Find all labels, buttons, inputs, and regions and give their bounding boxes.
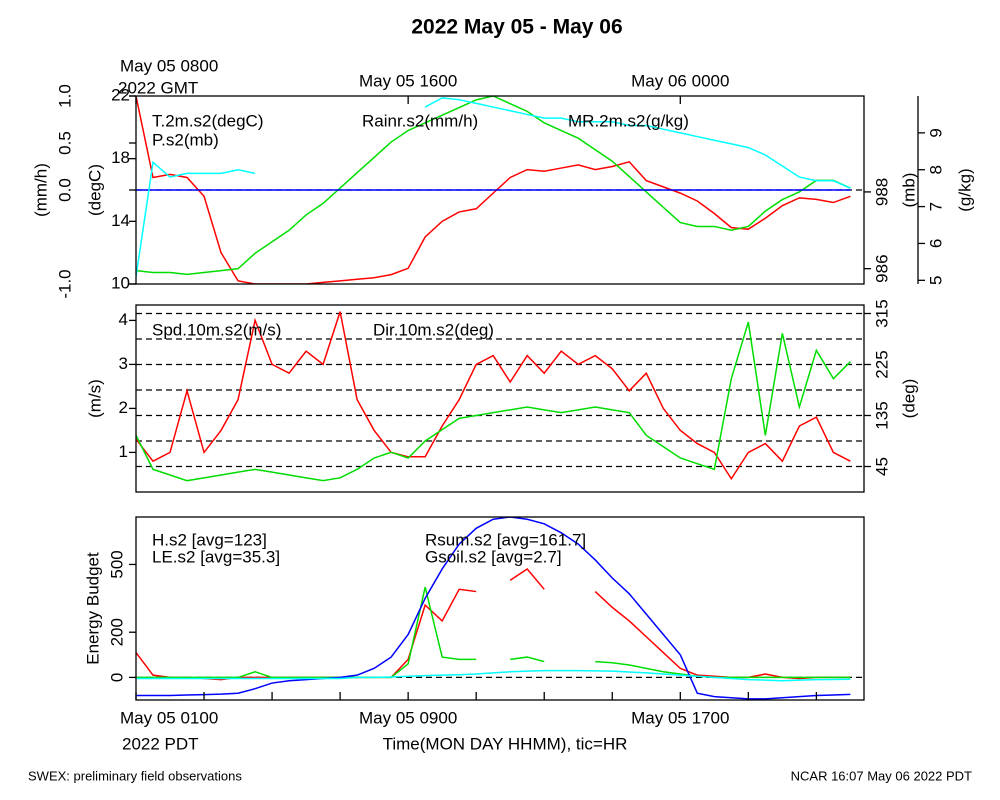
y-tick-label: 10 xyxy=(111,273,130,292)
y-axis-title: (mm/h) xyxy=(31,163,50,217)
x-tick-label: May 05 0900 xyxy=(359,708,457,727)
y-tick-label: 8 xyxy=(926,165,945,174)
y-tick-label: 225 xyxy=(872,350,891,378)
series-line xyxy=(136,669,851,682)
series-line xyxy=(136,586,851,679)
y-axis-title: Energy Budget xyxy=(83,552,102,665)
legend-label: Gsoil.s2 [avg=2.7] xyxy=(425,547,562,566)
plot-frame xyxy=(135,304,865,493)
bottom-zone-label: 2022 PDT xyxy=(122,734,199,753)
chart-title: 2022 May 05 - May 06 xyxy=(411,16,622,39)
x-tick-label: May 05 0800 xyxy=(120,56,218,75)
y-tick-label: 18 xyxy=(111,148,130,167)
x-tick-label: May 05 1700 xyxy=(631,708,729,727)
y-tick-label: 200 xyxy=(107,618,126,646)
legend-label: Spd.10m.s2(m/s) xyxy=(152,320,281,339)
y-axis-title: (degC) xyxy=(85,164,104,216)
legend-label: Rainr.s2(mm/h) xyxy=(362,111,478,130)
x-tick-label: May 05 0100 xyxy=(120,708,218,727)
legend-label: LE.s2 [avg=35.3] xyxy=(152,547,280,566)
y-tick-label: 1.0 xyxy=(55,84,74,108)
y-tick-label: 14 xyxy=(111,211,130,230)
top-zone-label: 2022 GMT xyxy=(118,78,198,97)
x-tick-label: May 06 0000 xyxy=(631,71,729,90)
y-axis-title: (deg) xyxy=(899,379,918,419)
series-line xyxy=(136,96,851,284)
footer-left: SWEX: preliminary field observations xyxy=(28,768,242,783)
y-tick-label: 315 xyxy=(872,299,891,327)
y-tick-label: 7 xyxy=(926,202,945,211)
legend-label: MR.2m.s2(g/kg) xyxy=(568,111,689,130)
y-tick-label: 5 xyxy=(926,276,945,285)
x-axis-title: Time(MON DAY HHMM), tic=HR xyxy=(383,734,628,753)
legend-label: Rsum.s2 [avg=161.7] xyxy=(425,530,586,549)
y-tick-label: 1 xyxy=(119,442,128,461)
y-tick-label: 0.5 xyxy=(55,131,74,155)
series-line xyxy=(136,97,851,277)
y-axis-title: (mb) xyxy=(899,173,918,208)
series-line xyxy=(136,567,851,681)
y-tick-label: -1.0 xyxy=(55,269,74,298)
y-tick-label: 135 xyxy=(872,401,891,429)
y-tick-label: 500 xyxy=(107,550,126,578)
x-tick-label: May 05 1600 xyxy=(359,71,457,90)
y-tick-label: 2 xyxy=(119,398,128,417)
y-tick-label: 0 xyxy=(107,673,126,682)
legend-label: Dir.10m.s2(deg) xyxy=(373,320,494,339)
y-tick-label: 22 xyxy=(111,85,130,104)
y-tick-label: 3 xyxy=(119,354,128,373)
series-line xyxy=(136,321,851,482)
series-line xyxy=(136,311,851,481)
series-line xyxy=(136,96,851,276)
y-tick-label: 9 xyxy=(926,128,945,137)
y-axis-title: (m/s) xyxy=(85,379,104,418)
y-tick-label: 988 xyxy=(872,178,891,206)
plot-frame xyxy=(135,516,865,701)
y-tick-label: 0.0 xyxy=(55,178,74,202)
y-tick-label: 6 xyxy=(926,239,945,248)
y-tick-label: 45 xyxy=(872,457,891,476)
y-axis-title: (g/kg) xyxy=(955,168,974,211)
series-line xyxy=(136,517,851,700)
footer-right: NCAR 16:07 May 06 2022 PDT xyxy=(791,768,972,783)
y-tick-label: 4 xyxy=(119,310,128,329)
y-tick-label: 986 xyxy=(872,254,891,282)
legend-label: H.s2 [avg=123] xyxy=(152,530,267,549)
legend-label: P.s2(mb) xyxy=(152,130,219,149)
legend-label: T.2m.s2(degC) xyxy=(152,111,263,130)
